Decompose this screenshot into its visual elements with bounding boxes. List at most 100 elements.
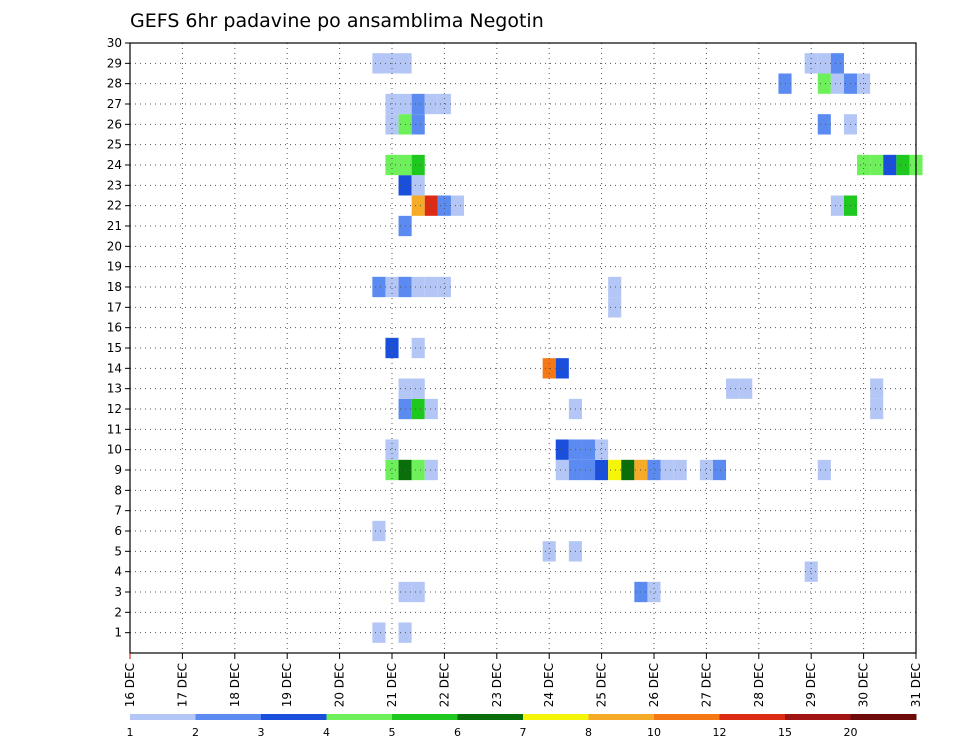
heatmap-cell bbox=[647, 581, 661, 603]
heatmap-cell bbox=[411, 195, 425, 216]
x-tick-label: 16 DEC bbox=[123, 663, 137, 707]
heatmap-cell bbox=[581, 459, 596, 481]
heatmap-cell bbox=[372, 520, 386, 542]
heatmap-cell bbox=[411, 175, 425, 196]
heatmap-cell bbox=[581, 439, 596, 460]
x-tick-label: 26 DEC bbox=[647, 663, 661, 707]
legend-label: 7 bbox=[520, 726, 527, 739]
y-tick-label: 14 bbox=[107, 361, 122, 375]
heatmap-cell bbox=[542, 541, 556, 562]
heatmap-cell bbox=[726, 378, 740, 399]
heatmap-cell bbox=[830, 195, 844, 216]
heatmap-cell bbox=[411, 276, 425, 298]
heatmap-cell bbox=[555, 459, 569, 481]
y-tick-label: 24 bbox=[107, 158, 122, 172]
y-tick-label: 22 bbox=[107, 199, 122, 213]
heatmap-cell bbox=[804, 561, 818, 582]
x-tick-label: 28 DEC bbox=[752, 663, 766, 707]
heatmap-cell bbox=[437, 276, 451, 298]
legend-swatch bbox=[523, 714, 589, 720]
heatmap-cell bbox=[411, 93, 425, 115]
y-tick-label: 9 bbox=[114, 463, 122, 477]
heatmap-cell bbox=[424, 93, 438, 115]
y-tick-label: 23 bbox=[107, 178, 122, 192]
x-axis: 16 DEC 17 DEC 18 DEC 19 DEC 20 DEC 21 DEC 22 D… bbox=[123, 653, 923, 707]
legend-label: 15 bbox=[778, 726, 792, 739]
x-tick-label: 20 DEC bbox=[333, 663, 347, 707]
legend-swatch bbox=[130, 714, 196, 720]
heatmap-cell bbox=[450, 195, 465, 216]
heatmap-cell bbox=[608, 459, 622, 481]
x-tick-label: 30 DEC bbox=[857, 663, 871, 707]
color-legend: 1 2 3 4 5 6 7 8 10 12 15 20 bbox=[127, 714, 917, 739]
y-tick-label: 27 bbox=[107, 97, 122, 111]
legend-swatch bbox=[195, 714, 262, 720]
heatmap-cell bbox=[411, 337, 425, 359]
heatmap-cell bbox=[385, 337, 399, 359]
legend-label: 3 bbox=[258, 726, 265, 739]
legend-label: 8 bbox=[585, 726, 592, 739]
plot-frame bbox=[129, 42, 917, 654]
heatmap-cell bbox=[830, 73, 844, 94]
y-tick-label: 26 bbox=[107, 117, 122, 131]
heatmap-cell bbox=[411, 114, 425, 135]
legend-label: 20 bbox=[844, 726, 858, 739]
heatmap-cell bbox=[437, 195, 451, 216]
y-tick-label: 6 bbox=[114, 524, 122, 538]
heatmap-cell bbox=[660, 459, 674, 481]
legend-label: 10 bbox=[647, 726, 661, 739]
heatmap-cell bbox=[830, 53, 844, 74]
legend-swatch bbox=[654, 714, 720, 720]
heatmap-cell bbox=[555, 439, 569, 460]
heatmap-cell bbox=[870, 378, 884, 399]
legend-label: 12 bbox=[713, 726, 727, 739]
y-tick-label: 2 bbox=[114, 605, 122, 619]
x-tick-label: 19 DEC bbox=[280, 663, 294, 707]
x-tick-label: 27 DEC bbox=[699, 663, 713, 707]
heatmap-cell bbox=[608, 276, 622, 298]
legend-swatch bbox=[326, 714, 393, 720]
y-tick-label: 29 bbox=[107, 56, 122, 70]
legend-swatch bbox=[719, 714, 786, 720]
heatmap-cell bbox=[385, 154, 399, 176]
heatmap-cell bbox=[608, 297, 622, 318]
x-tick-label: 22 DEC bbox=[437, 663, 451, 707]
y-tick-label: 15 bbox=[107, 341, 122, 355]
y-tick-label: 18 bbox=[107, 280, 122, 294]
heatmap-cell bbox=[555, 358, 569, 379]
legend-swatch bbox=[457, 714, 524, 720]
y-tick-label: 19 bbox=[107, 260, 122, 274]
grid-lines bbox=[130, 43, 916, 653]
legend-label: 5 bbox=[389, 726, 396, 739]
y-tick-label: 13 bbox=[107, 382, 122, 396]
y-tick-label: 7 bbox=[114, 504, 122, 518]
y-tick-label: 3 bbox=[114, 585, 122, 599]
heatmap-cell bbox=[385, 459, 399, 481]
y-tick-label: 28 bbox=[107, 77, 122, 91]
y-tick-label: 25 bbox=[107, 138, 122, 152]
heatmap-cell bbox=[411, 154, 425, 176]
legend-label: 4 bbox=[323, 726, 330, 739]
y-tick-label: 1 bbox=[114, 626, 122, 640]
heatmap-cell bbox=[411, 378, 425, 399]
heatmap-cell bbox=[372, 53, 386, 74]
heatmap-cell bbox=[817, 53, 831, 74]
heatmap-cell bbox=[595, 439, 609, 460]
legend-label: 2 bbox=[192, 726, 199, 739]
heatmap-cell bbox=[699, 459, 713, 481]
heatmap-cell bbox=[621, 459, 635, 481]
heatmap-cell bbox=[411, 581, 425, 603]
y-tick-label: 20 bbox=[107, 239, 122, 253]
y-axis: 1234567891011121314151617181920212223242… bbox=[107, 36, 130, 640]
heatmap-cell bbox=[712, 459, 727, 481]
heatmap-cell bbox=[385, 439, 399, 460]
y-tick-label: 10 bbox=[107, 443, 122, 457]
x-tick-label: 17 DEC bbox=[175, 663, 189, 707]
y-tick-label: 17 bbox=[107, 300, 122, 314]
x-tick-label: 24 DEC bbox=[542, 663, 556, 707]
x-tick-label: 31 DEC bbox=[909, 663, 923, 707]
heatmap-cell bbox=[817, 459, 831, 481]
heatmap-cell bbox=[424, 398, 438, 420]
heatmap-cell bbox=[424, 195, 438, 216]
